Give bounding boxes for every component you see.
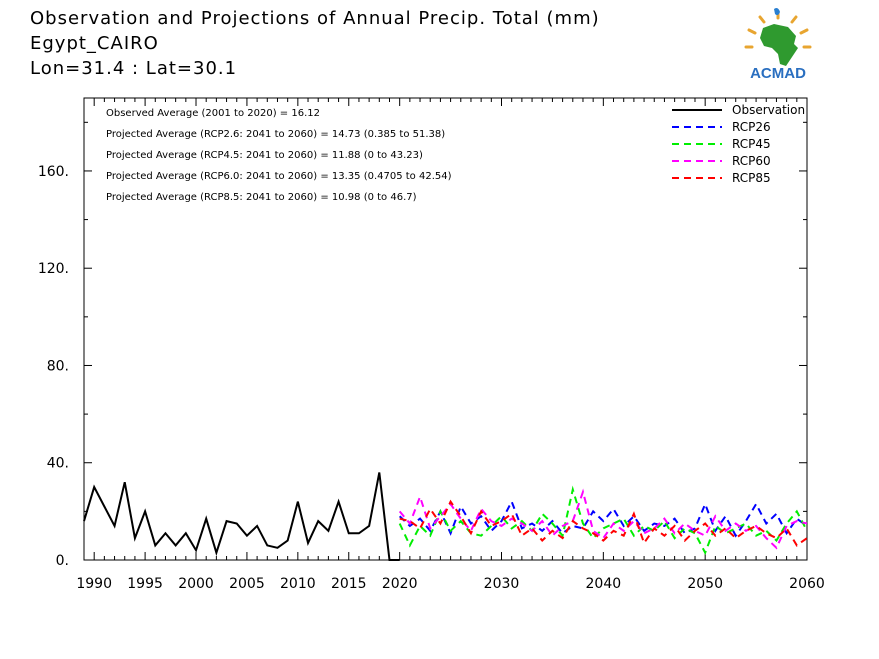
x-tick-label: 2005: [229, 576, 265, 592]
x-tick-label: 2015: [331, 576, 367, 592]
y-tick-label: 80.: [47, 358, 69, 374]
legend: Observation RCP26 RCP45 RCP60 RCP85: [672, 103, 805, 185]
series-layer: [83, 472, 808, 561]
observation-line: [83, 472, 400, 561]
acmad-logo-text: ACMAD: [750, 65, 806, 82]
y-tick-label: 160.: [38, 164, 69, 180]
x-tick-label: 2050: [687, 576, 723, 592]
x-tick-label: 2030: [484, 576, 520, 592]
x-tick-label: 1995: [127, 576, 163, 592]
rcp60-line: [398, 488, 808, 550]
stat-rcp45: Projected Average (RCP4.5: 2041 to 2060)…: [106, 150, 423, 161]
x-tick-label: 2020: [382, 576, 418, 592]
x-tick-label: 2000: [178, 576, 214, 592]
chart-title: Observation and Projections of Annual Pr…: [30, 8, 600, 29]
y-tick-label: 40.: [47, 456, 69, 472]
coordinates-label: Lon=31.4 : Lat=30.1: [30, 58, 238, 79]
acmad-logo: ACMAD: [744, 8, 812, 82]
y-tick-label: 120.: [38, 261, 69, 277]
x-axis-labels: 1990 1995 2000 2005 2010 2015 2020 2030 2040 2050…: [76, 576, 824, 592]
stat-rcp60: Projected Average (RCP6.0: 2041 to 2060)…: [106, 171, 452, 182]
rcp26-line: [398, 499, 808, 538]
x-tick-label: 2040: [586, 576, 622, 592]
legend-label: RCP85: [732, 171, 771, 185]
legend-label: Observation: [732, 103, 805, 117]
axis-ticks: [83, 98, 808, 561]
stat-rcp85: Projected Average (RCP8.5: 2041 to 2060)…: [106, 192, 417, 203]
y-axis-labels: 0. 40. 80. 120. 160.: [38, 164, 69, 569]
x-tick-label: 2010: [280, 576, 316, 592]
plot-border: [83, 97, 808, 561]
legend-label: RCP45: [732, 137, 771, 151]
plot-frame: [83, 97, 808, 561]
stat-rcp26: Projected Average (RCP2.6: 2041 to 2060)…: [106, 129, 446, 140]
rcp85-line: [399, 499, 808, 547]
x-tick-label: 2060: [789, 576, 825, 592]
legend-label: RCP60: [732, 154, 771, 168]
legend-label: RCP26: [732, 120, 771, 134]
stat-observed: Observed Average (2001 to 2020) = 16.12: [106, 108, 320, 119]
x-tick-label: 1990: [76, 576, 112, 592]
y-tick-label: 0.: [56, 553, 69, 569]
location-name: Egypt_CAIRO: [30, 33, 159, 54]
